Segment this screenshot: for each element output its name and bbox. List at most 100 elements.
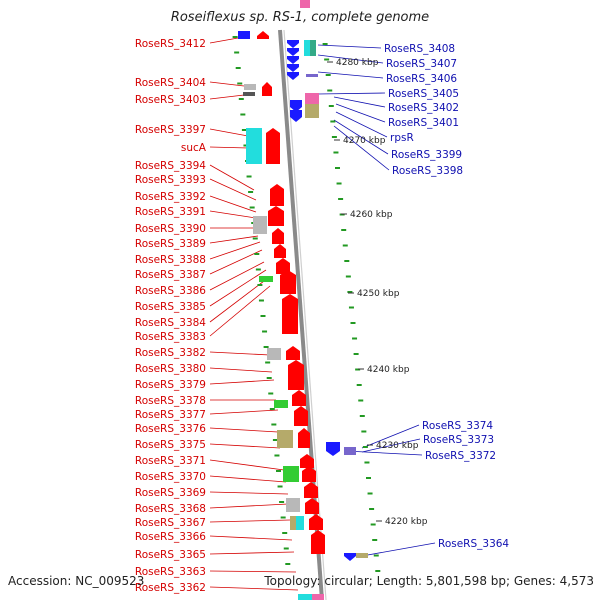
gene-labels: RoseRS_3412 RoseRS_3404 RoseRS_3403 RoseRS_…: [135, 38, 510, 594]
gene-label-forward[interactable]: RoseRS_3379: [135, 379, 206, 391]
gene-label-reverse[interactable]: RoseRS_3399: [391, 149, 462, 161]
gene-label-forward[interactable]: RoseRS_3375: [135, 439, 206, 451]
gene-label-forward[interactable]: RoseRS_3389: [135, 238, 206, 250]
gene-label-forward[interactable]: RoseRS_3365: [135, 549, 206, 561]
gene-label-forward[interactable]: RoseRS_3363: [135, 566, 206, 578]
track-marker: [325, 74, 331, 76]
gene-label-forward[interactable]: RoseRS_3367: [135, 517, 206, 529]
forward-gene-arrow: [262, 82, 272, 96]
gene-label-forward[interactable]: RoseRS_3362: [135, 582, 206, 594]
leader-line: [209, 570, 297, 573]
track-marker: [322, 43, 328, 45]
gene-block: [296, 516, 304, 530]
track-marker: [353, 353, 359, 355]
gene-label-forward[interactable]: RoseRS_3403: [135, 94, 206, 106]
gene-block: [246, 128, 262, 164]
reverse-gene-arrow: [287, 48, 299, 56]
gene-label-forward[interactable]: RoseRS_3397: [135, 124, 206, 136]
track-marker: [246, 175, 252, 178]
gene-label-forward[interactable]: RoseRS_3370: [135, 471, 206, 483]
leader-line: [209, 164, 255, 191]
gene-label-forward[interactable]: RoseRS_3392: [135, 191, 206, 203]
gene-label-reverse[interactable]: RoseRS_3402: [388, 102, 459, 114]
reverse-gene-arrow: [344, 553, 356, 561]
track-marker: [330, 120, 336, 123]
track-marker: [370, 523, 376, 526]
track-marker: [342, 244, 348, 247]
track-marker: [285, 563, 291, 565]
leader-line: [361, 542, 436, 557]
gene-label-forward[interactable]: RoseRS_3366: [135, 531, 206, 543]
gene-label-forward[interactable]: RoseRS_3391: [135, 206, 206, 218]
gene-label-forward[interactable]: RoseRS_3380: [135, 363, 206, 375]
track-marker: [350, 322, 356, 324]
gene-label-forward[interactable]: RoseRS_3404: [135, 77, 206, 89]
gene-features: [238, 0, 368, 600]
forward-gene-arrow: [302, 466, 316, 482]
gene-label-reverse[interactable]: RoseRS_3374: [422, 420, 493, 432]
position-tick-label: 4280 kbp: [336, 58, 379, 68]
gene-label-forward[interactable]: RoseRS_3376: [135, 423, 206, 435]
gene-block: [290, 516, 296, 530]
gene-label-reverse[interactable]: RoseRS_3372: [425, 450, 496, 462]
gene-label-reverse[interactable]: RoseRS_3407: [386, 58, 457, 70]
gene-label-forward[interactable]: sucA: [181, 142, 207, 154]
leader-line: [209, 586, 299, 591]
track-marker: [243, 144, 249, 147]
gene-label-forward[interactable]: RoseRS_3371: [135, 455, 206, 467]
reverse-gene-arrow: [290, 110, 302, 122]
track-marker: [372, 539, 378, 541]
gene-label-forward[interactable]: RoseRS_3390: [135, 223, 206, 235]
gene-label-forward[interactable]: RoseRS_3368: [135, 503, 206, 515]
position-tick-label: 4240 kbp: [367, 365, 410, 375]
gene-label-forward[interactable]: RoseRS_3388: [135, 254, 206, 266]
gene-label-forward[interactable]: RoseRS_3385: [135, 301, 206, 313]
gene-label-reverse[interactable]: RoseRS_3405: [388, 88, 459, 100]
gene-label-reverse[interactable]: rpsR: [390, 132, 414, 144]
gene-label-forward[interactable]: RoseRS_3387: [135, 269, 206, 281]
gene-label-reverse[interactable]: RoseRS_3401: [388, 117, 459, 129]
gene-label-forward[interactable]: RoseRS_3383: [135, 331, 206, 343]
leader-line: [333, 119, 389, 155]
forward-gene-arrow: [280, 270, 296, 294]
leader-line: [209, 379, 275, 385]
position-tick-label: 4230 kbp: [376, 441, 419, 451]
gene-label-forward[interactable]: RoseRS_3377: [135, 409, 206, 421]
leader-line: [209, 491, 289, 495]
track-marker: [352, 337, 358, 340]
gene-label-forward[interactable]: RoseRS_3369: [135, 487, 206, 499]
gene-label-reverse[interactable]: RoseRS_3406: [386, 73, 457, 85]
gene-block: [253, 216, 267, 234]
gene-label-forward[interactable]: RoseRS_3378: [135, 395, 206, 407]
gene-block: [267, 348, 281, 360]
track-marker: [252, 237, 258, 240]
forward-gene-arrow: [286, 346, 300, 360]
track-marker: [238, 98, 244, 100]
leader-line: [361, 424, 420, 449]
gene-label-forward[interactable]: RoseRS_3382: [135, 347, 206, 359]
gene-label-reverse[interactable]: RoseRS_3364: [438, 538, 509, 550]
gene-label-reverse[interactable]: RoseRS_3408: [384, 43, 455, 55]
gene-label-forward[interactable]: RoseRS_3394: [135, 160, 206, 172]
gene-block: [277, 430, 293, 448]
gene-label-reverse[interactable]: RoseRS_3373: [423, 434, 494, 446]
gene-label-forward[interactable]: RoseRS_3384: [135, 317, 206, 329]
track-marker: [277, 485, 283, 488]
gene-label-forward[interactable]: RoseRS_3412: [135, 38, 206, 50]
gene-block: [283, 466, 299, 482]
leader-line: [317, 92, 386, 95]
gene-label-forward[interactable]: RoseRS_3386: [135, 285, 206, 297]
gene-label-forward[interactable]: RoseRS_3393: [135, 174, 206, 186]
track-marker: [355, 368, 361, 371]
forward-gene-arrow: [266, 128, 280, 164]
leader-line: [335, 103, 386, 123]
track-marker: [331, 136, 337, 138]
leader-line: [335, 111, 388, 138]
gene-label-reverse[interactable]: RoseRS_3398: [392, 165, 463, 177]
track-marker: [280, 516, 286, 519]
gene-block: [344, 447, 356, 455]
leader-line: [209, 146, 249, 149]
leader-line: [209, 235, 259, 244]
track-marker: [366, 477, 371, 479]
track-marker: [348, 306, 354, 309]
